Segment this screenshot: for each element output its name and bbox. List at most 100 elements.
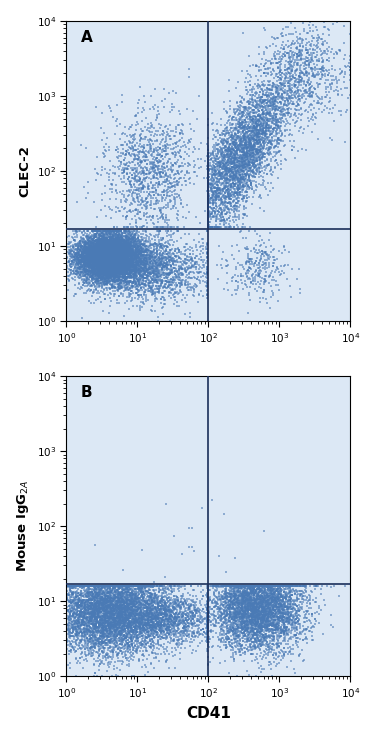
- Point: [282, 593, 288, 605]
- Point: [70, 621, 76, 633]
- Point: [273, 53, 279, 65]
- Point: [107, 248, 113, 260]
- Point: [265, 107, 271, 118]
- Point: [248, 138, 254, 149]
- Point: [71, 645, 77, 657]
- Point: [120, 241, 126, 252]
- Point: [99, 631, 105, 643]
- Point: [98, 274, 104, 286]
- Point: [206, 221, 212, 233]
- Point: [301, 612, 307, 624]
- Point: [108, 271, 114, 283]
- Point: [126, 272, 132, 283]
- Point: [231, 194, 237, 205]
- Point: [275, 614, 281, 626]
- Point: [143, 631, 149, 643]
- Point: [224, 177, 230, 188]
- Point: [164, 146, 170, 158]
- Point: [138, 248, 144, 260]
- Point: [222, 192, 228, 204]
- Point: [159, 607, 165, 619]
- Point: [273, 619, 279, 631]
- Point: [231, 169, 237, 181]
- Point: [231, 103, 237, 115]
- Point: [270, 603, 276, 615]
- Point: [160, 294, 166, 305]
- Point: [178, 612, 184, 623]
- Point: [151, 255, 157, 266]
- Point: [115, 258, 121, 270]
- Point: [162, 601, 168, 613]
- Point: [237, 608, 243, 620]
- Point: [287, 611, 293, 623]
- Point: [185, 604, 191, 616]
- Point: [247, 138, 253, 149]
- Point: [133, 588, 139, 600]
- Point: [297, 62, 303, 74]
- Point: [76, 244, 82, 256]
- Point: [260, 127, 266, 138]
- Point: [243, 594, 249, 606]
- Point: [123, 247, 129, 259]
- Point: [260, 595, 266, 607]
- Point: [86, 253, 92, 265]
- Point: [123, 596, 129, 608]
- Point: [108, 263, 114, 275]
- Point: [206, 164, 212, 176]
- Point: [141, 249, 147, 261]
- Point: [120, 615, 126, 627]
- Point: [275, 159, 281, 171]
- Point: [105, 630, 111, 642]
- Point: [286, 29, 292, 40]
- Point: [146, 608, 152, 620]
- Point: [128, 598, 134, 610]
- Point: [95, 265, 101, 277]
- Point: [92, 590, 98, 601]
- Point: [81, 580, 87, 592]
- Point: [158, 257, 164, 269]
- Point: [121, 270, 127, 282]
- Point: [184, 627, 190, 639]
- Point: [93, 252, 99, 264]
- Point: [245, 645, 251, 657]
- Point: [250, 166, 256, 178]
- Point: [106, 252, 112, 264]
- Point: [228, 624, 234, 636]
- Point: [127, 253, 133, 265]
- Point: [278, 74, 284, 85]
- Point: [251, 595, 257, 606]
- Point: [146, 592, 152, 604]
- Point: [100, 266, 106, 277]
- Point: [128, 271, 134, 283]
- Point: [310, 55, 316, 67]
- Point: [281, 68, 287, 80]
- Point: [239, 609, 245, 620]
- Point: [104, 167, 110, 179]
- Point: [119, 599, 125, 611]
- Point: [72, 580, 78, 592]
- Point: [273, 593, 279, 605]
- Point: [75, 266, 81, 278]
- Point: [259, 580, 265, 592]
- Point: [249, 175, 255, 187]
- Point: [93, 228, 99, 240]
- Point: [129, 596, 135, 608]
- Point: [135, 611, 141, 623]
- Point: [133, 216, 139, 228]
- Point: [64, 591, 70, 603]
- Point: [88, 618, 94, 630]
- Point: [122, 275, 128, 286]
- Point: [303, 623, 309, 634]
- Point: [120, 646, 126, 658]
- Point: [103, 580, 109, 592]
- Point: [92, 619, 98, 631]
- Point: [259, 581, 265, 593]
- Point: [119, 257, 125, 269]
- Point: [188, 611, 194, 623]
- Point: [102, 580, 108, 592]
- Point: [128, 131, 134, 143]
- Point: [88, 240, 94, 252]
- Point: [219, 150, 225, 162]
- Point: [96, 239, 102, 251]
- Point: [100, 272, 106, 283]
